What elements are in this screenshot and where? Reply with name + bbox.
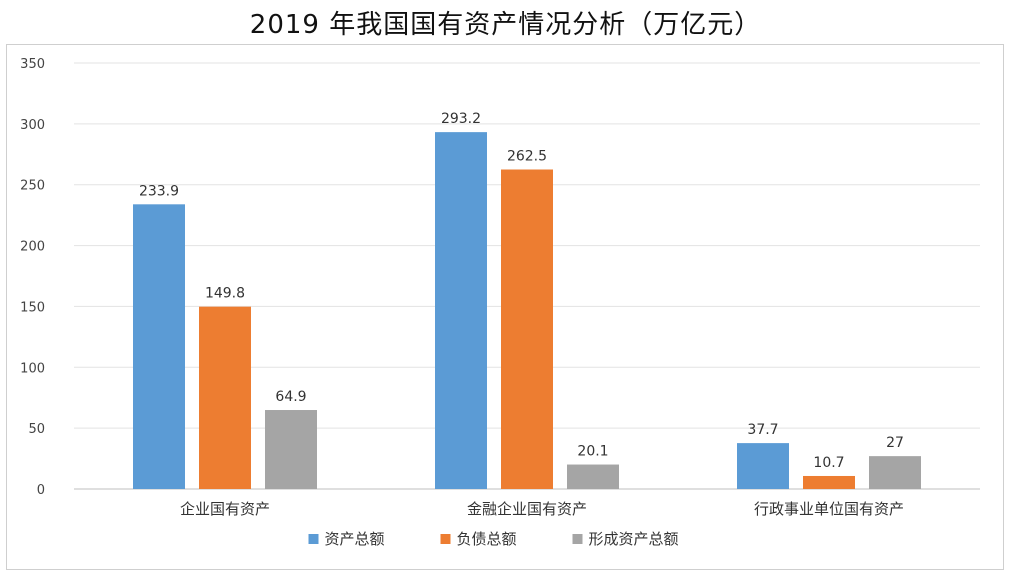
data-label: 233.9 xyxy=(139,183,179,199)
y-tick-label: 200 xyxy=(20,240,45,255)
bar xyxy=(803,475,855,489)
data-label: 10.7 xyxy=(813,455,844,471)
legend-label: 负债总额 xyxy=(457,530,517,548)
y-tick-label: 250 xyxy=(20,179,45,194)
x-category-label: 行政事业单位国有资产 xyxy=(754,500,904,518)
data-label: 293.2 xyxy=(441,111,481,127)
y-tick-label: 100 xyxy=(20,361,45,376)
data-label: 262.5 xyxy=(507,149,547,165)
bar xyxy=(869,456,921,489)
data-label: 149.8 xyxy=(205,286,245,302)
bar xyxy=(265,410,317,489)
chart-frame xyxy=(6,44,1004,570)
bar xyxy=(737,443,789,489)
data-label: 20.1 xyxy=(577,444,608,460)
bar xyxy=(199,306,251,489)
legend-swatch xyxy=(308,534,319,544)
legend-label: 形成资产总额 xyxy=(589,530,679,548)
legend-swatch xyxy=(440,534,451,544)
data-label: 64.9 xyxy=(275,389,306,405)
x-category-label: 金融企业国有资产 xyxy=(467,500,587,518)
bar xyxy=(133,204,185,489)
bar xyxy=(435,132,487,489)
data-label: 27 xyxy=(886,435,904,451)
legend-label: 资产总额 xyxy=(325,530,385,548)
bar xyxy=(567,464,619,489)
y-tick-label: 300 xyxy=(20,118,45,133)
chart-title: 2019 年我国国有资产情况分析（万亿元） xyxy=(249,10,762,40)
legend-swatch xyxy=(572,534,583,544)
y-tick-label: 350 xyxy=(20,57,45,72)
y-tick-label: 150 xyxy=(20,300,45,315)
y-tick-label: 50 xyxy=(28,422,45,437)
x-category-label: 企业国有资产 xyxy=(180,500,270,518)
data-label: 37.7 xyxy=(747,422,778,438)
y-tick-label: 0 xyxy=(37,483,45,498)
bar xyxy=(501,169,553,489)
